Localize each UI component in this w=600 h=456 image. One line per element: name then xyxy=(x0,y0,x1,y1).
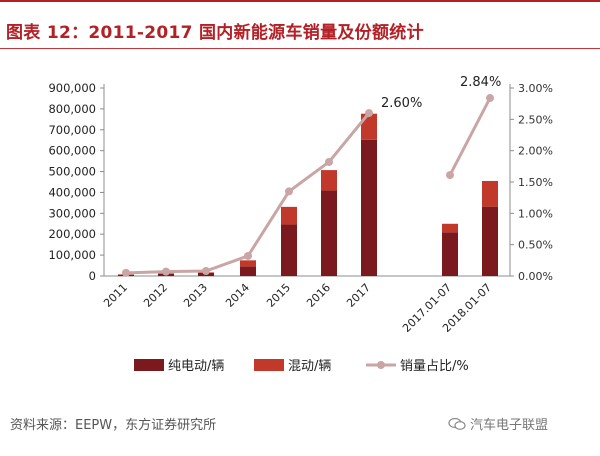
share-point xyxy=(365,109,373,118)
data-label: 2.60% xyxy=(381,96,422,111)
bar-bev xyxy=(482,206,498,276)
bar-bev xyxy=(240,266,256,276)
y-tick-label-left: 800,000 xyxy=(48,102,96,116)
x-tick-label: 2017 xyxy=(344,281,373,310)
top-rule xyxy=(0,0,600,2)
share-point xyxy=(446,171,454,180)
x-tick-label: 2016 xyxy=(304,281,333,310)
chart-title: 图表 12：2011-2017 国内新能源车销量及份额统计 xyxy=(6,23,424,43)
bar-bev xyxy=(442,232,458,276)
y-tick-label-left: 0 xyxy=(89,269,96,283)
x-tick-label: 2011 xyxy=(101,281,130,310)
share-point xyxy=(285,187,293,196)
y-tick-label-right: 3.00% xyxy=(518,82,553,95)
watermark: 汽车电子联盟 xyxy=(448,414,548,433)
x-tick-label: 2015 xyxy=(264,281,293,310)
bar-hybrid xyxy=(442,223,458,233)
x-tick-label: 2012 xyxy=(141,281,170,310)
share-point xyxy=(122,268,130,277)
y-tick-label-right: 0.50% xyxy=(518,239,553,252)
y-tick-label-left: 900,000 xyxy=(48,81,96,95)
share-point xyxy=(202,266,210,275)
y-tick-label-right: 2.00% xyxy=(518,145,553,158)
y-tick-label-left: 500,000 xyxy=(48,165,96,179)
y-tick-label-right: 1.50% xyxy=(518,176,553,189)
legend-swatch xyxy=(134,359,164,371)
y-tick-label-left: 100,000 xyxy=(48,248,96,262)
share-point xyxy=(162,267,170,276)
y-tick-label-left: 600,000 xyxy=(48,144,96,158)
legend-swatch xyxy=(254,359,284,371)
legend-swatch-marker xyxy=(377,361,385,369)
share-point xyxy=(244,251,252,260)
bar-bev xyxy=(281,224,297,276)
share-line xyxy=(448,97,492,176)
y-tick-label-left: 400,000 xyxy=(48,185,96,199)
watermark-text: 汽车电子联盟 xyxy=(470,418,549,433)
y-tick-label-right: 1.00% xyxy=(518,207,553,220)
title-rule xyxy=(0,48,600,49)
bar-hybrid xyxy=(281,206,297,225)
bar-hybrid xyxy=(482,180,498,207)
y-tick-label-right: 2.50% xyxy=(518,113,553,126)
bar-bev xyxy=(361,139,377,276)
wechat-icon xyxy=(448,417,466,430)
x-tick-label: 2013 xyxy=(181,281,210,310)
source-note: 资料来源：EEPW，东方证券研究所 xyxy=(10,418,217,433)
share-point xyxy=(325,157,333,166)
legend-label: 销量占比/% xyxy=(400,359,469,374)
y-tick-label-left: 200,000 xyxy=(48,227,96,241)
bar-hybrid xyxy=(240,260,256,267)
y-tick-label-left: 300,000 xyxy=(48,206,96,220)
bar-hybrid xyxy=(321,170,337,191)
legend-label: 纯电动/辆 xyxy=(168,359,224,374)
data-label: 2.84% xyxy=(460,75,501,90)
x-tick-label: 2014 xyxy=(223,281,252,310)
bar-bev xyxy=(321,190,337,276)
share-point xyxy=(486,94,494,103)
y-tick-label-right: 0.00% xyxy=(518,270,553,283)
y-tick-label-left: 700,000 xyxy=(48,123,96,137)
legend-label: 混动/辆 xyxy=(288,359,331,374)
